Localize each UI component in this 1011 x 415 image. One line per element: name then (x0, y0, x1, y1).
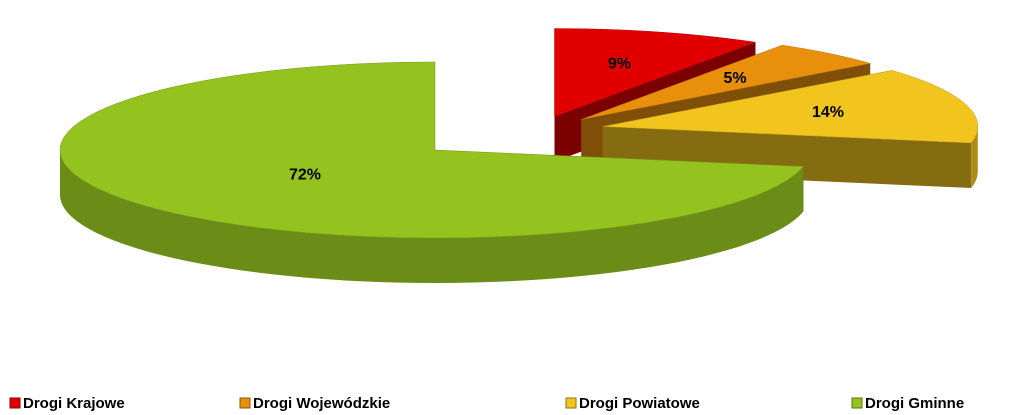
legend-label: Drogi Powiatowe (579, 395, 700, 412)
data-label: 72% (289, 166, 321, 183)
slice-side (971, 126, 978, 189)
pie: 9% 5% 14% 72% (59, 28, 979, 283)
legend-swatch (9, 397, 21, 409)
legend-swatch (239, 397, 251, 409)
slice (602, 70, 979, 189)
slice (554, 28, 756, 117)
slice (59, 61, 804, 239)
slice (602, 70, 979, 144)
slice-side (60, 150, 804, 283)
slice (59, 61, 804, 283)
legend-swatch (565, 397, 577, 409)
legend-label: Drogi Wojewódzkie (253, 395, 390, 412)
legend: Drogi Krajowe Drogi Wojewódzkie Drogi Powi… (9, 395, 964, 412)
slice (581, 44, 871, 120)
legend-swatch (851, 397, 863, 409)
legend-label: Drogi Krajowe (23, 395, 125, 412)
data-label: 14% (812, 104, 844, 121)
data-label: 9% (608, 55, 631, 72)
legend-label: Drogi Gminne (865, 395, 964, 412)
data-label: 5% (723, 70, 746, 87)
